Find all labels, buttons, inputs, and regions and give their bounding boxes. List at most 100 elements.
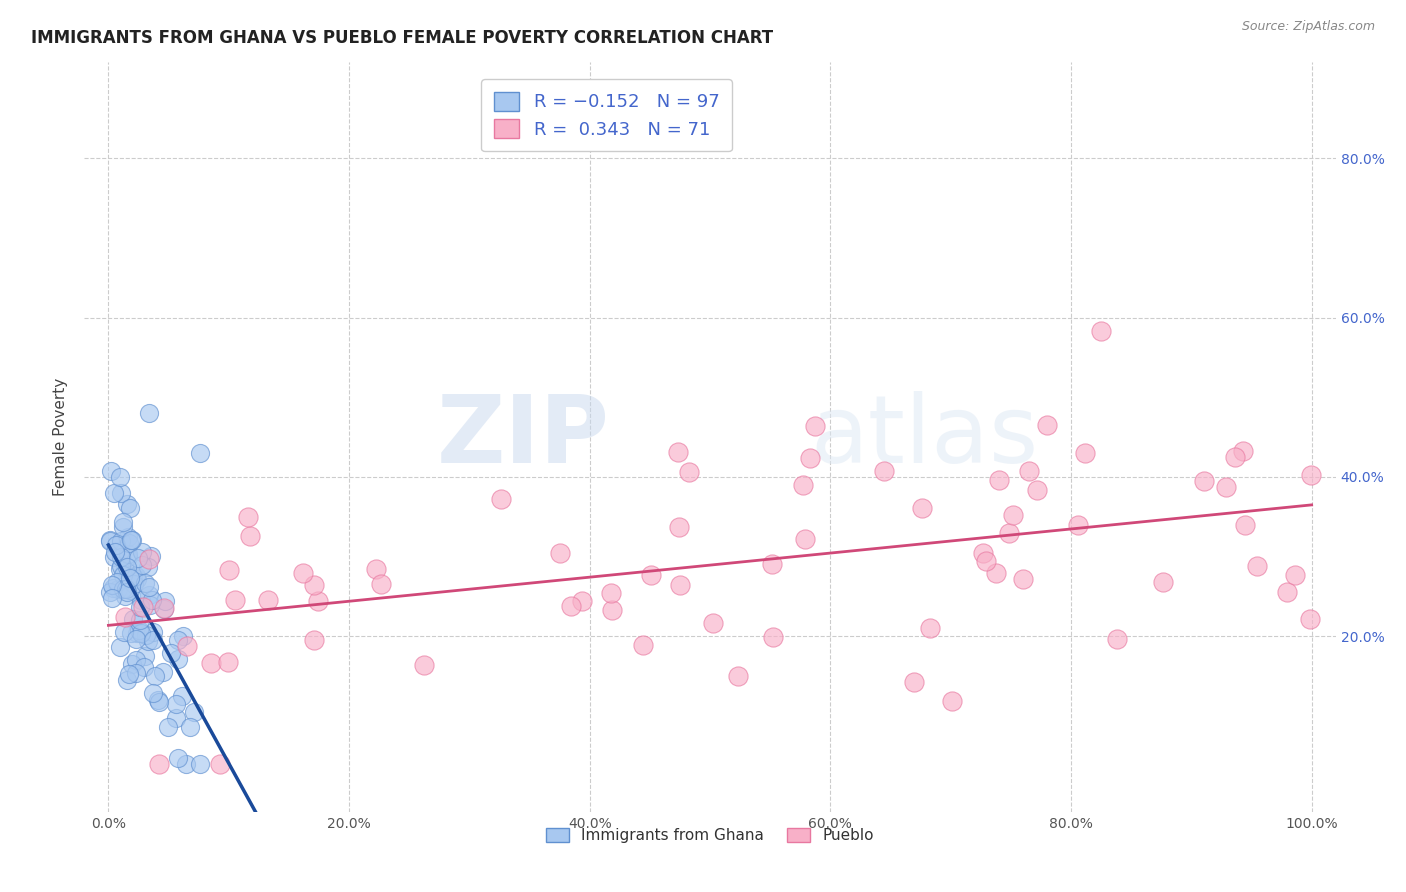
- Point: [128, 613, 150, 627]
- Point: [1035, 418, 1057, 433]
- Point: [132, 660, 155, 674]
- Point: [141, 593, 163, 607]
- Point: [117, 550, 139, 565]
- Point: [160, 646, 183, 660]
- Point: [121, 533, 143, 547]
- Point: [188, 756, 211, 771]
- Point: [1275, 585, 1298, 599]
- Point: [209, 756, 232, 771]
- Point: [103, 549, 125, 564]
- Point: [167, 751, 190, 765]
- Point: [142, 625, 165, 640]
- Point: [1026, 483, 1049, 497]
- Point: [104, 538, 127, 552]
- Point: [640, 567, 662, 582]
- Point: [166, 632, 188, 647]
- Point: [100, 464, 122, 478]
- Point: [183, 706, 205, 720]
- Point: [1284, 568, 1306, 582]
- Point: [98, 585, 121, 599]
- Point: [136, 634, 159, 648]
- Point: [142, 633, 165, 648]
- Point: [1299, 467, 1322, 482]
- Point: [98, 533, 121, 547]
- Text: ZIP: ZIP: [437, 391, 610, 483]
- Point: [121, 569, 143, 583]
- Point: [110, 533, 132, 548]
- Point: [127, 550, 149, 565]
- Point: [1074, 446, 1097, 460]
- Point: [129, 599, 152, 614]
- Point: [166, 711, 188, 725]
- Point: [600, 603, 623, 617]
- Point: [148, 756, 170, 771]
- Point: [370, 577, 392, 591]
- Point: [101, 578, 124, 592]
- Point: [131, 545, 153, 559]
- Point: [114, 589, 136, 603]
- Point: [631, 638, 654, 652]
- Point: [134, 576, 156, 591]
- Point: [108, 544, 131, 558]
- Point: [114, 562, 136, 576]
- Point: [143, 669, 166, 683]
- Point: [972, 546, 994, 560]
- Point: [761, 558, 783, 572]
- Point: [153, 594, 176, 608]
- Point: [984, 566, 1007, 580]
- Point: [678, 465, 700, 479]
- Point: [727, 669, 749, 683]
- Point: [179, 721, 201, 735]
- Point: [1152, 574, 1174, 589]
- Point: [1234, 518, 1257, 533]
- Point: [666, 445, 689, 459]
- Point: [702, 616, 724, 631]
- Point: [218, 562, 240, 576]
- Point: [668, 578, 690, 592]
- Point: [176, 640, 198, 654]
- Point: [122, 577, 145, 591]
- Point: [302, 578, 325, 592]
- Point: [307, 593, 329, 607]
- Point: [599, 586, 621, 600]
- Point: [138, 406, 160, 420]
- Point: [190, 446, 212, 460]
- Point: [124, 666, 146, 681]
- Point: [903, 674, 925, 689]
- Point: [165, 697, 187, 711]
- Point: [120, 571, 142, 585]
- Point: [793, 533, 815, 547]
- Point: [489, 491, 512, 506]
- Point: [114, 610, 136, 624]
- Text: Source: ZipAtlas.com: Source: ZipAtlas.com: [1241, 20, 1375, 33]
- Point: [1223, 450, 1246, 464]
- Point: [125, 632, 148, 646]
- Point: [125, 653, 148, 667]
- Point: [304, 632, 326, 647]
- Point: [127, 572, 149, 586]
- Point: [138, 580, 160, 594]
- Point: [157, 721, 180, 735]
- Point: [560, 599, 582, 613]
- Point: [110, 640, 132, 654]
- Point: [135, 628, 157, 642]
- Point: [803, 418, 825, 433]
- Point: [125, 569, 148, 583]
- Point: [152, 665, 174, 679]
- Point: [120, 583, 142, 598]
- Point: [1298, 612, 1320, 626]
- Point: [138, 552, 160, 566]
- Point: [1246, 558, 1268, 573]
- Point: [1090, 324, 1112, 338]
- Point: [107, 582, 129, 596]
- Point: [1215, 480, 1237, 494]
- Point: [291, 566, 314, 581]
- Y-axis label: Female Poverty: Female Poverty: [53, 378, 69, 496]
- Point: [110, 549, 132, 564]
- Point: [128, 624, 150, 638]
- Point: [110, 485, 132, 500]
- Point: [110, 562, 132, 576]
- Point: [1011, 572, 1033, 586]
- Point: [121, 657, 143, 671]
- Point: [148, 695, 170, 709]
